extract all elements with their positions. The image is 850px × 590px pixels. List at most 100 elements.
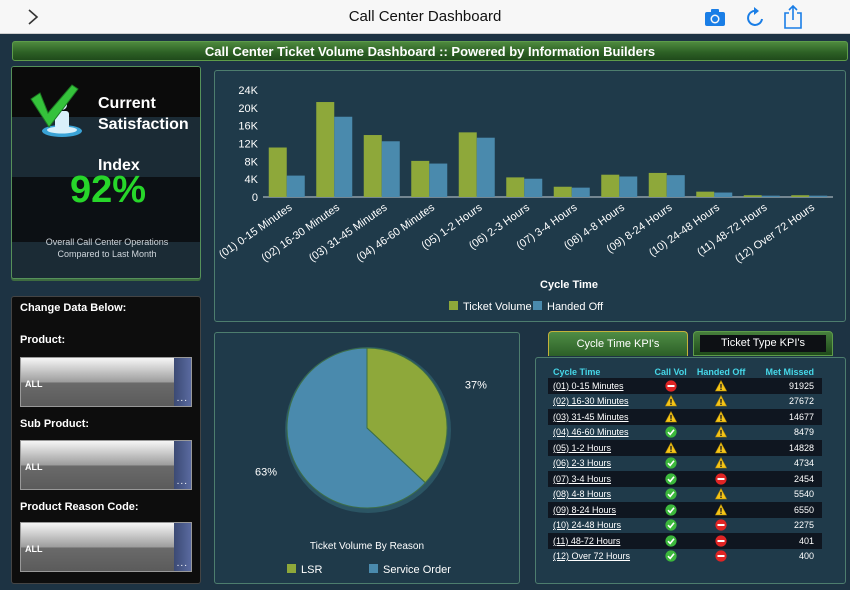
bar-ticket-volume[interactable] [696, 191, 715, 197]
bar-ticket-volume[interactable] [648, 172, 667, 197]
check-icon [665, 457, 677, 469]
sub-product-more-icon[interactable]: ... [176, 476, 188, 487]
product-option[interactable]: ALL [25, 379, 43, 389]
kpi-handed-off-cell [690, 502, 752, 518]
y-tick-label: 12K [238, 139, 258, 151]
check-icon [665, 488, 677, 500]
bar-handed-off[interactable] [334, 116, 353, 197]
pie-chart-panel: 37% 63% Ticket Volume By Reason LSR Service … [214, 332, 520, 584]
bar-handed-off[interactable] [761, 195, 780, 197]
pie-slice-label: 63% [255, 467, 277, 479]
product-more-icon[interactable]: ... [176, 393, 188, 404]
kpi-met-missed-cell: 91925 [751, 378, 822, 394]
kpi-cycle-link[interactable]: (01) 0-15 Minutes [548, 378, 651, 394]
header-cycle-time: Cycle Time [553, 366, 601, 377]
kpi-handed-off-cell [691, 549, 752, 565]
kpi-met-missed-cell: 2275 [793, 520, 814, 531]
sub-product-label: Sub Product: [20, 418, 90, 430]
bar-ticket-volume[interactable] [553, 186, 572, 197]
kpi-cycle-link[interactable]: (06) 2-3 Hours [553, 458, 612, 469]
bar-handed-off[interactable] [381, 141, 400, 197]
kpi-cycle-link[interactable]: (10) 24-48 Hours [553, 520, 622, 531]
bar-handed-off[interactable] [286, 175, 305, 197]
refresh-icon[interactable] [745, 5, 767, 29]
kpi-met-missed-cell: 400 [798, 551, 814, 562]
bar-handed-off[interactable] [524, 178, 543, 197]
bar-ticket-volume[interactable] [316, 102, 335, 197]
stop-icon [715, 535, 727, 547]
sidebar-toggle-icon[interactable] [24, 8, 42, 26]
check-person-icon [30, 84, 82, 137]
bar-handed-off[interactable] [809, 195, 828, 197]
kpi-cycle-link[interactable]: (05) 1-2 Hours [548, 440, 651, 456]
bar-ticket-volume[interactable] [268, 147, 287, 197]
sub-product-option[interactable]: ALL [25, 462, 43, 472]
check-icon [665, 504, 677, 516]
product-select[interactable]: ALL ... [20, 357, 192, 407]
tab-ticket-type-label[interactable]: Ticket Type KPI's [700, 335, 826, 352]
camera-icon[interactable] [703, 6, 727, 28]
bar-handed-off[interactable] [619, 176, 638, 197]
kpi-call-vol-cell [650, 533, 691, 549]
kpi-cycle-link[interactable]: (03) 31-45 Minutes [548, 409, 651, 425]
warning-icon [715, 395, 728, 407]
kpi-row: (09) 8-24 Hours 6550 [548, 502, 822, 518]
warning-icon [715, 457, 728, 469]
reason-code-scrollbar[interactable] [174, 523, 191, 571]
kpi-handed-off-cell [691, 518, 752, 534]
bar-handed-off[interactable] [714, 192, 733, 197]
bar-ticket-volume[interactable] [743, 195, 762, 197]
kpi-handed-off-cell [691, 487, 752, 503]
satisfaction-title-1: Current [98, 95, 156, 112]
bar-handed-off[interactable] [476, 137, 495, 197]
legend-label: Ticket Volume [463, 301, 532, 313]
kpi-row: (06) 2-3 Hours 4734 [548, 456, 822, 472]
reason-code-option[interactable]: ALL [25, 544, 43, 554]
kpi-row: (02) 16-30 Minutes 27672 [548, 394, 822, 410]
kpi-cycle-link[interactable]: (11) 48-72 Hours [548, 533, 651, 549]
kpi-cycle-link[interactable]: (02) 16-30 Minutes [553, 396, 629, 407]
bar-ticket-volume[interactable] [601, 174, 620, 197]
legend-swatch [449, 301, 458, 310]
pie-title: Ticket Volume By Reason [310, 541, 424, 552]
bar-ticket-volume[interactable] [791, 195, 810, 197]
kpi-met-missed-cell: 6550 [751, 502, 822, 518]
kpi-row: (05) 1-2 Hours 14828 [548, 440, 822, 456]
satisfaction-note-2: Compared to Last Month [57, 249, 157, 259]
kpi-cycle-link[interactable]: (08) 4-8 Hours [553, 489, 612, 500]
x-tick-label: (04) 46-60 Minutes [354, 201, 437, 264]
bar-ticket-volume[interactable] [458, 132, 477, 197]
kpi-cycle-link[interactable]: (12) Over 72 Hours [553, 551, 631, 562]
kpi-row: (04) 46-60 Minutes 8479 [548, 425, 822, 441]
kpi-met-missed-cell: 14828 [751, 440, 822, 456]
pie-slice-service-order[interactable] [286, 347, 427, 509]
kpi-call-vol-cell [650, 471, 691, 487]
tab-ticket-type-kpis[interactable]: Ticket Type KPI's [693, 331, 833, 356]
check-icon [665, 550, 677, 562]
share-icon[interactable] [782, 4, 804, 30]
bar-handed-off[interactable] [666, 175, 685, 197]
reason-code-select[interactable]: ALL ... [20, 522, 192, 572]
kpi-cycle-link[interactable]: (04) 46-60 Minutes [553, 427, 629, 438]
sub-product-scrollbar[interactable] [174, 441, 191, 489]
kpi-call-vol-cell [650, 425, 690, 441]
kpi-handed-off-cell [691, 394, 752, 410]
tab-cycle-time-kpis[interactable]: Cycle Time KPI's [548, 331, 688, 356]
kpi-cycle-link[interactable]: (09) 8-24 Hours [548, 502, 651, 518]
legend-swatch [533, 301, 542, 310]
kpi-met-missed-cell: 27672 [788, 396, 814, 407]
bar-ticket-volume[interactable] [506, 177, 525, 197]
reason-pie-chart: 37% 63% Ticket Volume By Reason LSR Service … [255, 347, 487, 576]
bar-handed-off[interactable] [429, 163, 448, 197]
sub-product-select[interactable]: ALL ... [20, 440, 192, 490]
pie-slice-lsr[interactable] [366, 347, 448, 484]
bar-ticket-volume[interactable] [363, 135, 382, 197]
reason-code-more-icon[interactable]: ... [176, 558, 188, 569]
kpi-met-missed-cell: 4734 [793, 458, 814, 469]
kpi-cycle-link[interactable]: (07) 3-4 Hours [548, 471, 651, 487]
bar-handed-off[interactable] [571, 187, 590, 197]
satisfaction-title-2: Satisfaction [98, 116, 189, 133]
product-scrollbar[interactable] [174, 358, 191, 406]
bar-ticket-volume[interactable] [411, 160, 430, 197]
